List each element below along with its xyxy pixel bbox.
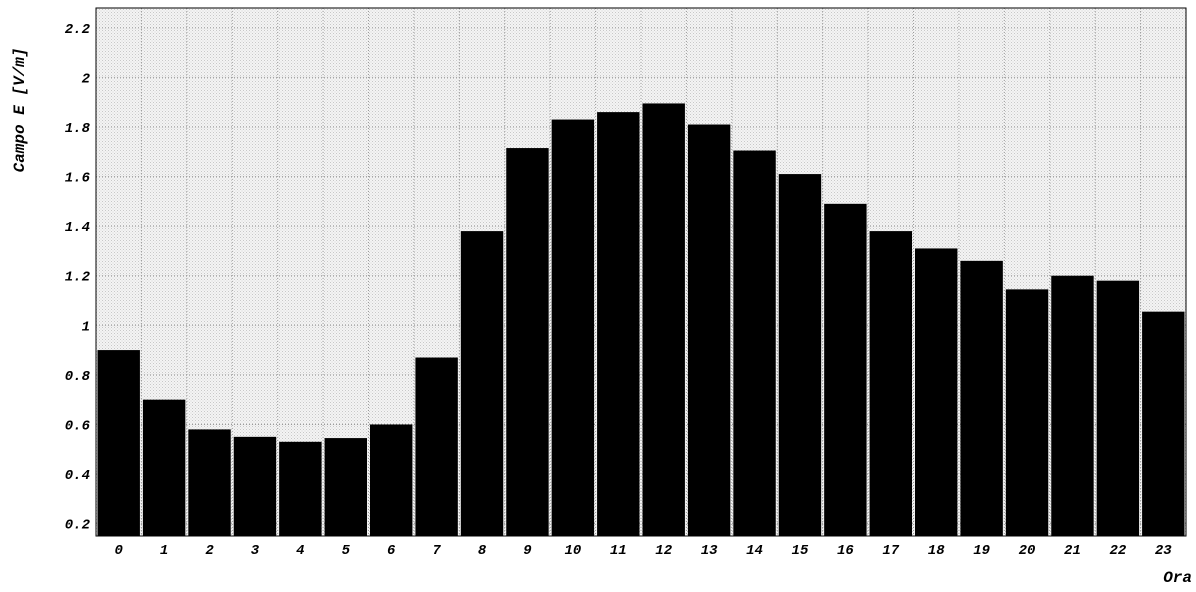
x-tick-label: 18 bbox=[928, 543, 945, 559]
plot-frame bbox=[95, 7, 1187, 537]
bar bbox=[460, 231, 504, 537]
bar bbox=[279, 441, 322, 536]
bar bbox=[370, 424, 413, 536]
x-tick-label: 0 bbox=[115, 543, 123, 559]
bar bbox=[1051, 275, 1094, 536]
x-tick-label: 9 bbox=[523, 543, 531, 559]
x-tick-label: 13 bbox=[701, 543, 718, 559]
bar bbox=[824, 203, 867, 536]
x-tick-label: 14 bbox=[746, 543, 763, 559]
x-tick-label: 16 bbox=[837, 543, 854, 559]
bar bbox=[324, 438, 367, 536]
x-tick-label: 21 bbox=[1064, 543, 1081, 559]
x-tick-label: 1 bbox=[160, 543, 168, 559]
y-tick-label: 0.6 bbox=[65, 418, 91, 434]
x-tick-label: 19 bbox=[973, 543, 990, 559]
bar bbox=[1005, 289, 1049, 536]
bar bbox=[687, 124, 731, 536]
y-tick-label: 2 bbox=[82, 71, 91, 87]
x-tick-label: 22 bbox=[1109, 543, 1126, 559]
bar bbox=[1096, 280, 1140, 536]
bar bbox=[733, 150, 776, 536]
bar bbox=[1142, 311, 1185, 536]
y-tick-label: 0.2 bbox=[65, 518, 91, 534]
y-axis-title: Campo E [V/m] bbox=[11, 48, 29, 173]
bar bbox=[960, 260, 1003, 536]
x-tick-label: 6 bbox=[387, 543, 396, 559]
x-tick-label: 20 bbox=[1019, 543, 1036, 559]
bar bbox=[142, 399, 186, 536]
y-tick-label: 1.6 bbox=[65, 171, 91, 187]
x-tick-label: 5 bbox=[342, 543, 351, 559]
bar bbox=[597, 112, 640, 537]
x-tick-label: 10 bbox=[564, 543, 581, 559]
bar bbox=[188, 429, 231, 536]
x-tick-label: 7 bbox=[432, 543, 441, 559]
x-tick-label: 3 bbox=[251, 543, 260, 559]
grid bbox=[96, 8, 1186, 536]
bar bbox=[233, 436, 277, 536]
y-tick-label: 2.2 bbox=[65, 22, 91, 38]
x-tick-label: 4 bbox=[296, 543, 304, 559]
y-tick-label: 1.2 bbox=[65, 270, 91, 286]
bar bbox=[778, 174, 822, 536]
bar bbox=[506, 148, 549, 536]
y-tick-label: 1.8 bbox=[65, 121, 91, 137]
bar bbox=[415, 357, 458, 536]
x-tick-label: 12 bbox=[655, 543, 672, 559]
bar bbox=[642, 103, 685, 537]
x-tick-label: 8 bbox=[478, 543, 487, 559]
y-tick-label: 1.4 bbox=[65, 220, 90, 236]
bar bbox=[97, 350, 140, 536]
bar bbox=[551, 119, 595, 537]
x-tick-label: 15 bbox=[792, 543, 809, 559]
x-axis-title: Ora bbox=[1163, 569, 1192, 587]
bar bbox=[915, 248, 958, 537]
tick-labels: 0.20.40.60.811.21.41.61.822.20 1 2 3 4 5 6 7 8 9 1… bbox=[65, 22, 1173, 559]
y-tick-label: 1 bbox=[82, 319, 90, 335]
y-tick-label: 0.8 bbox=[65, 369, 91, 385]
x-tick-label: 17 bbox=[882, 543, 899, 559]
x-tick-label: 23 bbox=[1155, 543, 1172, 559]
bars bbox=[97, 103, 1185, 537]
x-tick-label: 2 bbox=[205, 543, 214, 559]
x-tick-label: 11 bbox=[610, 543, 627, 559]
y-tick-label: 0.4 bbox=[65, 468, 90, 484]
bar bbox=[869, 231, 912, 537]
